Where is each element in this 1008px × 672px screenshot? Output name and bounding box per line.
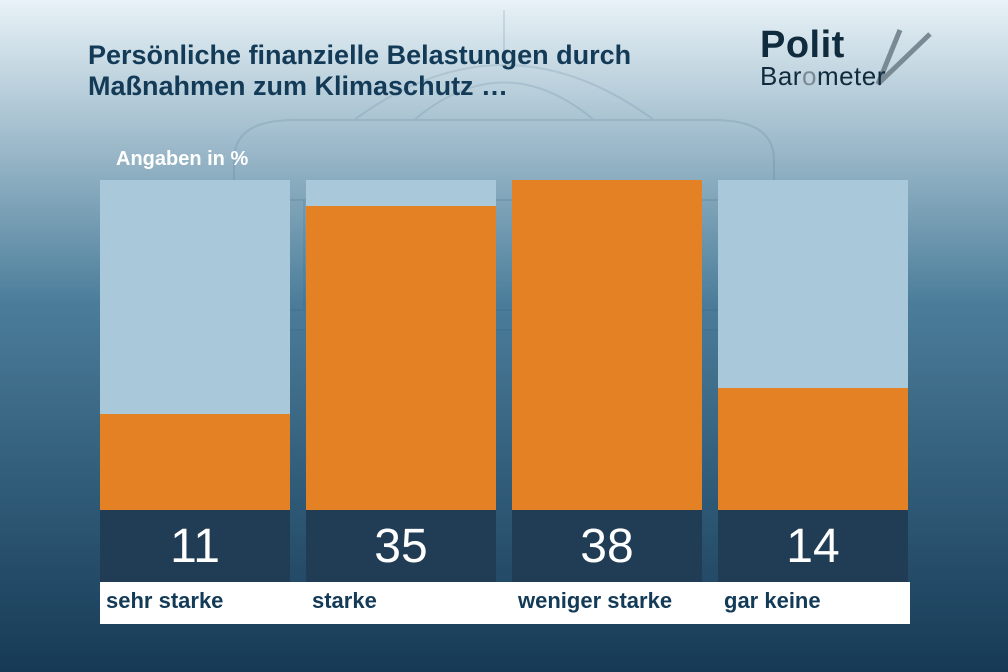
- chart-title: Persönliche finanzielle Belastungen durc…: [88, 40, 708, 102]
- bar-value: 35: [306, 510, 496, 582]
- politbarometer-logo: Polit Barometer: [760, 24, 980, 104]
- bar-value: 38: [512, 510, 702, 582]
- bar-fill: [512, 180, 702, 510]
- category-label: sehr starke: [106, 588, 223, 614]
- category-label: weniger starke: [518, 588, 672, 614]
- bar-fill: [718, 388, 908, 510]
- stage: Persönliche finanzielle Belastungen durc…: [0, 0, 1008, 672]
- bar-chart: 11353814: [100, 180, 910, 582]
- chart-subtitle: Angaben in %: [116, 148, 248, 171]
- bar-column: 38: [512, 180, 702, 582]
- category-label: starke: [312, 588, 377, 614]
- bar-value: 11: [100, 510, 290, 582]
- bar-fill: [306, 206, 496, 510]
- category-label: gar keine: [724, 588, 821, 614]
- logo-text-barometer: Barometer: [760, 61, 980, 92]
- bar-column: 35: [306, 180, 496, 582]
- bar-value: 14: [718, 510, 908, 582]
- bar-column: 11: [100, 180, 290, 582]
- bar-fill: [100, 414, 290, 510]
- category-label-strip: sehr starke starke weniger starke gar keine: [100, 582, 910, 624]
- bar-column: 14: [718, 180, 908, 582]
